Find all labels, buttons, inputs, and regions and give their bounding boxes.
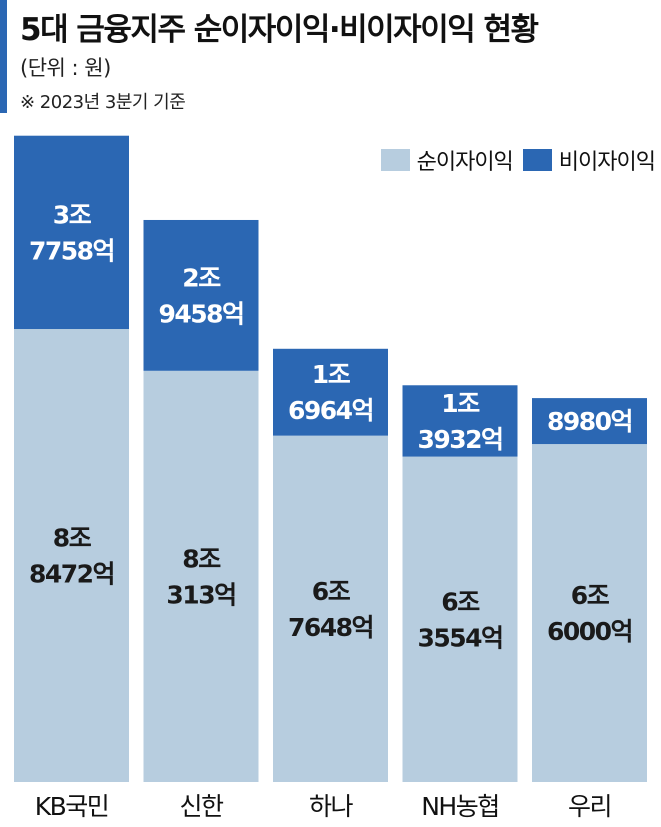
category-label-2: 하나 xyxy=(309,792,354,821)
bar-non-interest-4 xyxy=(532,398,647,445)
category-label-4: 우리 xyxy=(568,792,611,821)
value-label-non-interest-3: 3932억 xyxy=(417,425,502,454)
bar-net-interest-2 xyxy=(273,435,388,782)
value-label-net-interest-3: 3554억 xyxy=(417,623,502,652)
value-label-non-interest-4: 8980억 xyxy=(547,407,632,436)
legend-label-non-interest: 비이자이익 xyxy=(558,150,656,175)
value-label-non-interest-1: 2조 xyxy=(182,263,221,292)
value-label-net-interest-0: 8472억 xyxy=(29,560,114,589)
category-label-0: KB국민 xyxy=(35,792,109,821)
value-label-non-interest-2: 6964억 xyxy=(288,396,373,425)
bar-non-interest-1 xyxy=(143,219,259,371)
value-label-non-interest-3: 1조 xyxy=(441,389,480,418)
bar-net-interest-1 xyxy=(143,370,259,782)
legend-swatch-net-interest xyxy=(380,149,410,171)
chart-title: 5대 금융지주 순이자이익·비이자이익 현황 xyxy=(20,12,539,48)
bar-net-interest-3 xyxy=(402,456,518,782)
legend: 순이자이익 비이자이익 xyxy=(380,144,656,176)
value-label-net-interest-1: 8조 xyxy=(182,544,221,573)
value-label-net-interest-2: 7648억 xyxy=(288,613,373,642)
accent-bar xyxy=(0,0,7,113)
value-label-net-interest-1: 313억 xyxy=(166,580,235,609)
category-label-3: NH농협 xyxy=(421,792,499,821)
legend-item-non-interest: 비이자이익 xyxy=(522,144,656,176)
value-label-net-interest-2: 6조 xyxy=(312,577,351,606)
value-label-non-interest-0: 7758억 xyxy=(29,236,114,265)
bar-non-interest-0 xyxy=(14,135,129,330)
value-label-non-interest-1: 9458억 xyxy=(158,299,243,328)
bar-non-interest-2 xyxy=(273,348,388,436)
value-label-non-interest-2: 1조 xyxy=(312,360,351,389)
value-label-net-interest-4: 6조 xyxy=(571,581,610,610)
bar-non-interest-3 xyxy=(402,385,518,457)
legend-swatch-non-interest xyxy=(522,149,552,171)
note-label: ※ 2023년 3분기 기준 xyxy=(20,92,186,113)
category-label-1: 신한 xyxy=(179,792,224,821)
bar-net-interest-4 xyxy=(532,444,647,782)
value-label-net-interest-3: 6조 xyxy=(441,587,480,616)
value-label-net-interest-0: 8조 xyxy=(53,524,92,553)
legend-label-net-interest: 순이자이익 xyxy=(416,150,514,175)
value-label-net-interest-4: 6000억 xyxy=(547,617,632,646)
value-label-non-interest-0: 3조 xyxy=(53,200,92,229)
bar-net-interest-0 xyxy=(14,329,129,782)
unit-label: (단위 : 원) xyxy=(20,56,111,80)
legend-item-net-interest: 순이자이익 xyxy=(380,144,514,176)
